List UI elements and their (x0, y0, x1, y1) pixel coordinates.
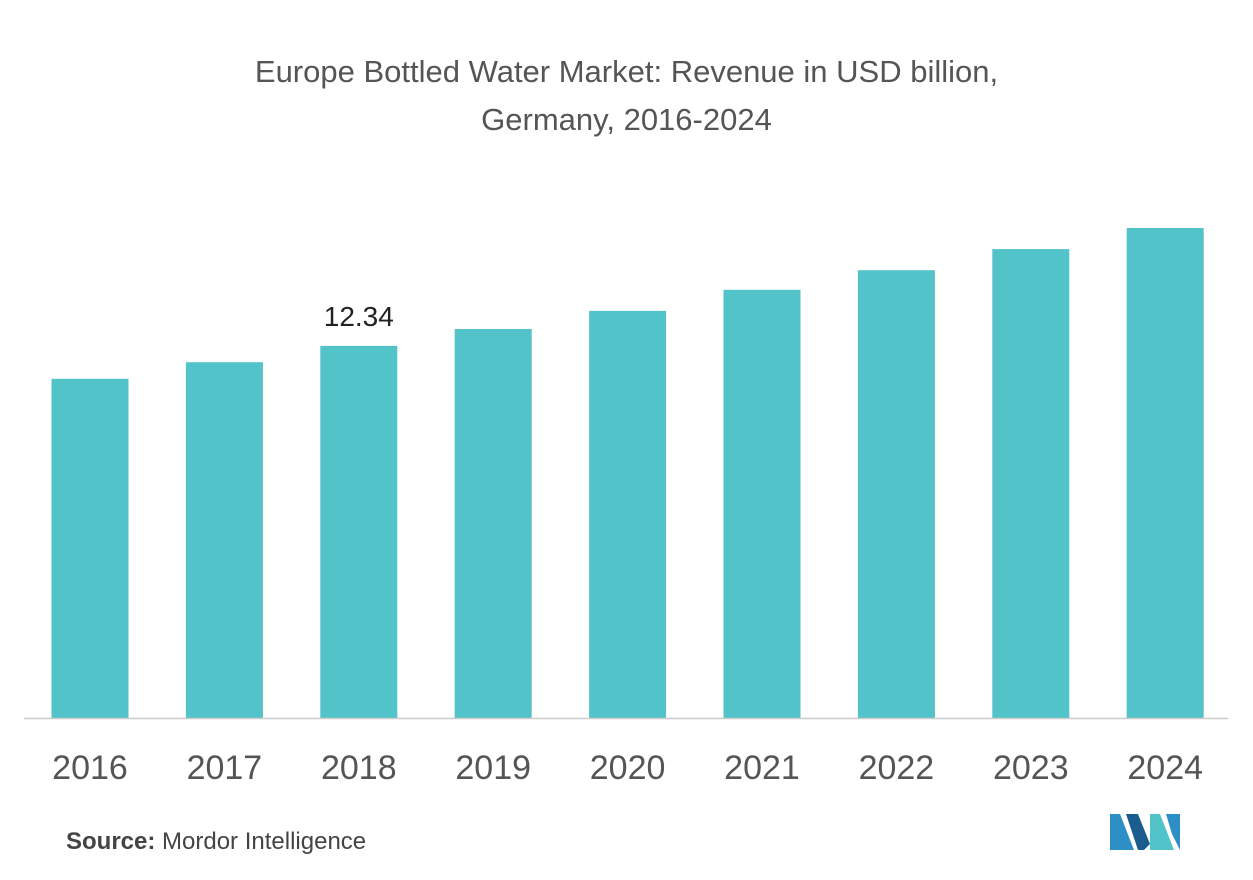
mordor-intelligence-logo-icon (1110, 814, 1180, 850)
x-tick-label-2019: 2019 (455, 749, 531, 787)
x-tick-label-2024: 2024 (1127, 749, 1203, 787)
x-tick-label-2023: 2023 (993, 749, 1069, 787)
chart-title: Europe Bottled Water Market: Revenue in … (0, 48, 1253, 144)
source-name: Mordor Intelligence (162, 828, 367, 855)
bar-2018 (320, 345, 398, 718)
data-label-2018: 12.34 (324, 301, 394, 332)
bar-2016 (51, 378, 129, 718)
x-tick-label-2020: 2020 (590, 749, 666, 787)
x-tick-label-2022: 2022 (859, 749, 935, 787)
x-tick-label-2017: 2017 (187, 749, 263, 787)
source-note: Source: Mordor Intelligence (66, 828, 366, 856)
x-tick-label-2018: 2018 (321, 749, 397, 787)
source-label: Source: (66, 828, 156, 855)
bar-2017 (185, 362, 263, 718)
x-tick-label-2016: 2016 (52, 749, 128, 787)
x-tick-label-2021: 2021 (724, 749, 800, 787)
bar-2022 (857, 270, 935, 718)
bar-2019 (454, 329, 532, 718)
bar-2020 (589, 310, 667, 718)
bar-2021 (723, 289, 801, 718)
bar-2024 (1126, 228, 1204, 718)
chart-title-line-2: Germany, 2016-2024 (481, 102, 772, 137)
bar-2023 (992, 249, 1070, 718)
chart-title-line-1: Europe Bottled Water Market: Revenue in … (254, 54, 999, 89)
